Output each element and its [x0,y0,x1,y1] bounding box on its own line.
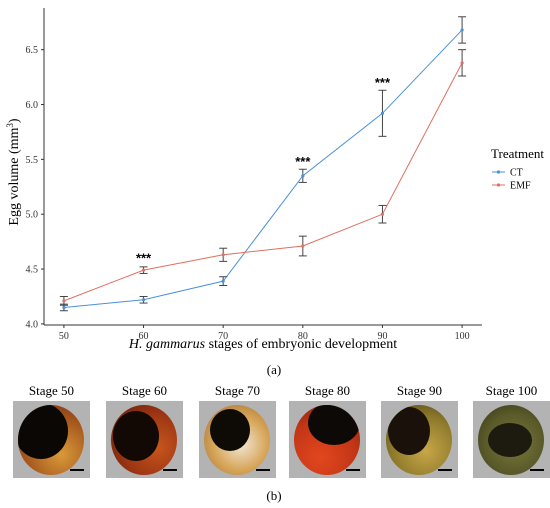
panel-a-label: (a) [266,362,282,377]
embryo-photo [13,401,90,478]
scale-bar [438,469,452,471]
data-point-emf [301,244,305,248]
stage-label: Stage 70 [214,383,261,398]
data-point-emf [221,253,225,257]
embryo-photo [106,401,183,478]
series-line-ct [63,29,463,308]
stage-panel: Stage 50 [13,383,90,478]
legend-swatch-point [496,170,501,174]
y-tick-label: 5.0 [26,210,39,221]
scale-bar [530,469,544,471]
data-point-emf [141,268,146,272]
embryo-dark-region [18,405,68,459]
scale-bar [346,469,360,471]
data-point-ct [62,305,66,310]
legend-label-emf: EMF [510,181,531,192]
embryo-dark-region [388,407,430,455]
data-point-ct [460,28,464,32]
embryo-dark-region [113,411,159,461]
plot-area: 4.0 4.5 5.0 5.5 6.0 6.5 50 60 70 80 90 100 *** *** *** [26,8,482,342]
y-tick-label: 4.5 [26,265,39,276]
x-tick-label: 60 [139,331,149,342]
data-point-ct [141,298,146,302]
egg-image [386,405,452,475]
egg-image [18,405,84,475]
egg-volume-chart: 4.0 4.5 5.0 5.5 6.0 6.5 50 60 70 80 90 100 *** *** ***… [5,8,544,352]
embryo-photo [199,401,276,478]
y-tick-label: 6.5 [26,45,39,56]
stage-label: Stage 90 [396,383,443,398]
y-tick-label: 5.5 [26,155,39,166]
data-point-ct [301,174,305,178]
data-point-emf [380,212,385,216]
x-tick-label: 80 [298,331,308,342]
x-tick-label: 70 [218,331,228,342]
legend-swatch-point [496,183,501,187]
data-point-ct [380,111,385,115]
stage-panel: Stage 70 [199,383,276,478]
embryo-dark-region [488,423,532,457]
significance-marker: *** [295,154,311,169]
data-point-emf [460,61,464,65]
egg-image [204,405,270,475]
scale-bar [70,469,84,471]
egg-image [478,405,544,475]
significance-marker: *** [136,250,152,265]
stage-label: Stage 100 [485,383,538,398]
x-tick-label: 90 [377,331,387,342]
x-tick-label: 100 [455,331,470,342]
stage-label: Stage 50 [28,383,75,398]
x-tick-label: 50 [59,331,69,342]
y-tick-label: 6.0 [26,100,39,111]
stage-label: Stage 60 [121,383,168,398]
data-point-emf [62,299,66,303]
stage-label: Stage 80 [304,383,351,398]
y-axis-label: Egg volume (mm3) [5,118,22,226]
x-axis-label: H. gammarus stages of embryonic developm… [128,337,397,352]
stage-panel: Stage 100 [473,383,550,478]
scale-bar [256,469,270,471]
embryo-photo [473,401,550,478]
legend-label-ct: CT [510,168,523,179]
y-tick-label: 4.0 [26,319,39,330]
embryo-dark-region [308,405,360,445]
egg-image [111,405,177,475]
legend: Treatment CT EMF [491,146,544,192]
scale-bar [163,469,177,471]
embryo-dark-region [210,409,250,451]
significance-marker: *** [375,75,391,90]
legend-title: Treatment [491,146,544,161]
series-line-emf [63,62,463,302]
egg-image [294,405,360,475]
embryo-photo [381,401,458,478]
stage-panel: Stage 80 [289,383,366,478]
data-point-ct [221,279,225,283]
embryo-photo [289,401,366,478]
panel-b-label: (b) [266,488,282,503]
stage-panel: Stage 90 [381,383,458,478]
stage-panel: Stage 60 [106,383,183,478]
